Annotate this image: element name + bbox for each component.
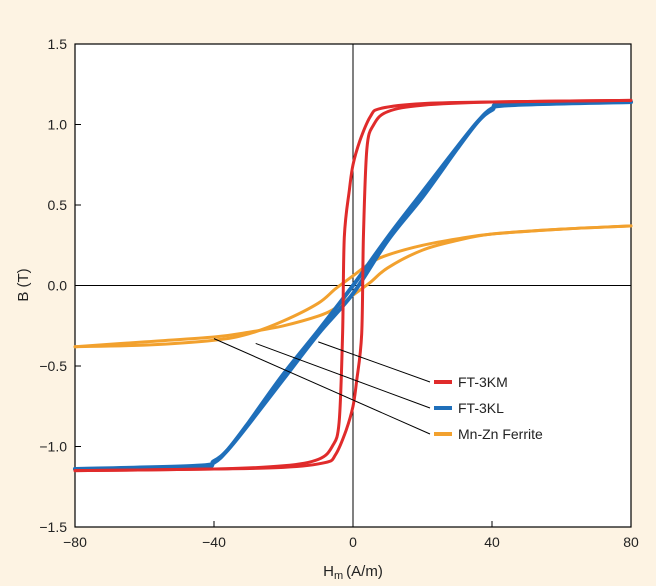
x-axis-label-main: H (323, 563, 334, 580)
y-tick-label: −0.5 (39, 358, 67, 374)
tick-labels: −80 −40 0 40 80 1.5 1.0 0.5 0.0 −0.5 −1.0 −1.5 (39, 36, 639, 550)
series-ft-3km-lower-branch (73, 98, 633, 473)
y-tick-label: −1.0 (39, 439, 67, 455)
series-ft-3km-upper-branch (73, 98, 633, 473)
y-tick-label: 0.0 (48, 278, 68, 294)
x-tick-label: 80 (623, 534, 639, 550)
y-axis-label: B (T) (15, 268, 32, 301)
x-tick-label: −40 (202, 534, 226, 550)
y-tick-label: −1.5 (39, 519, 67, 535)
leader-line-ft-3kl (255, 342, 431, 409)
x-tick-label: 0 (349, 534, 357, 550)
x-tick-label: 40 (484, 534, 500, 550)
legend-label-ft-3kl: FT-3KL (458, 400, 504, 416)
x-axis-label-unit: (A/m) (346, 563, 383, 580)
tick-marks (74, 43, 632, 528)
legend-label-mn-zn-ferrite: Mn-Zn Ferrite (458, 426, 543, 442)
y-tick-label: 1.0 (48, 117, 68, 133)
leader-line-mn-zn-ferrite (213, 338, 431, 435)
x-axis-label-sub: m (334, 570, 343, 582)
series-layer (73, 98, 633, 473)
y-tick-label: 0.5 (48, 197, 68, 213)
legend: FT-3KM FT-3KL Mn-Zn Ferrite (434, 374, 543, 442)
leader-line-ft-3km (318, 341, 431, 383)
x-tick-label: −80 (63, 534, 87, 550)
series-ft-3kl-lower-branch (73, 100, 633, 471)
x-axis-label: Hm (A/m) (323, 563, 383, 582)
legend-label-ft-3km: FT-3KM (458, 374, 508, 390)
legend-leader-lines (213, 338, 431, 435)
y-tick-label: 1.5 (48, 36, 68, 52)
